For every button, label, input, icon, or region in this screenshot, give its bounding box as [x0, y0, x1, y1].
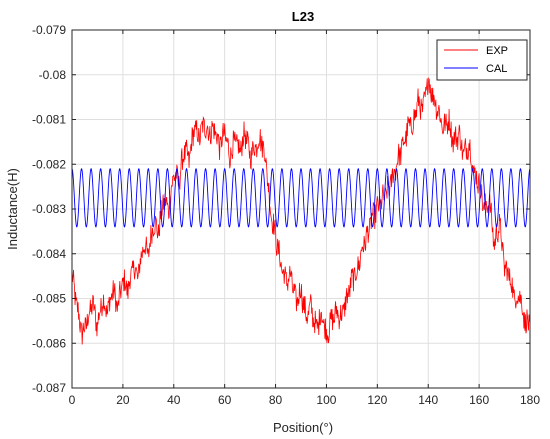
- x-tick-label: 120: [367, 393, 387, 407]
- legend-label-exp: EXP: [486, 45, 508, 57]
- plot-layer: [72, 77, 530, 345]
- y-tick-label: -0.083: [32, 202, 66, 216]
- chart-title: L23: [292, 9, 314, 24]
- x-tick-label: 0: [69, 393, 76, 407]
- y-tick-label: -0.082: [32, 157, 66, 171]
- legend: EXP CAL: [436, 39, 528, 81]
- x-tick-label: 80: [269, 393, 283, 407]
- legend-label-cal: CAL: [486, 63, 507, 75]
- y-tick-label: -0.086: [32, 336, 66, 350]
- x-axis-label: Position(°): [273, 420, 333, 435]
- y-tick-label: -0.084: [32, 247, 66, 261]
- x-tick-label: 40: [167, 393, 181, 407]
- legend-box: [436, 39, 528, 81]
- y-tick-label: -0.085: [32, 292, 66, 306]
- x-tick-label: 20: [116, 393, 130, 407]
- ticks-layer: 0 20 40 60 80 100 120 140 160 180 -0.079 -0.08 -0.08…: [32, 23, 540, 407]
- y-axis-label: Inductance(H): [5, 168, 20, 250]
- x-tick-label: 140: [418, 393, 438, 407]
- x-tick-label: 60: [218, 393, 232, 407]
- series-cal-line: [72, 167, 530, 228]
- y-tick-label: -0.08: [39, 68, 67, 82]
- y-tick-label: -0.079: [32, 23, 66, 37]
- series-exp-line: [72, 77, 530, 345]
- x-tick-label: 160: [469, 393, 489, 407]
- x-tick-label: 100: [316, 393, 336, 407]
- series-group: [72, 77, 530, 345]
- grid-layer: [71, 29, 531, 389]
- y-tick-label: -0.081: [32, 113, 66, 127]
- x-tick-label: 180: [520, 393, 540, 407]
- y-tick-label: -0.087: [32, 381, 66, 395]
